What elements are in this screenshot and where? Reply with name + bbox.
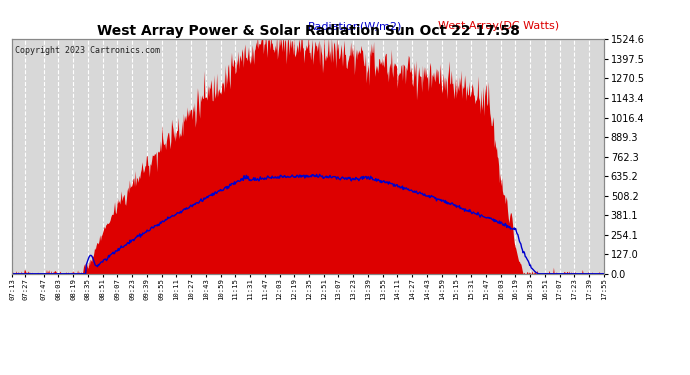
Text: West Array(DC Watts): West Array(DC Watts) bbox=[438, 21, 560, 32]
Text: Radiation(W/m2): Radiation(W/m2) bbox=[308, 21, 402, 32]
Title: West Array Power & Solar Radiation Sun Oct 22 17:58: West Array Power & Solar Radiation Sun O… bbox=[97, 24, 520, 38]
Text: Copyright 2023 Cartronics.com: Copyright 2023 Cartronics.com bbox=[15, 46, 160, 56]
